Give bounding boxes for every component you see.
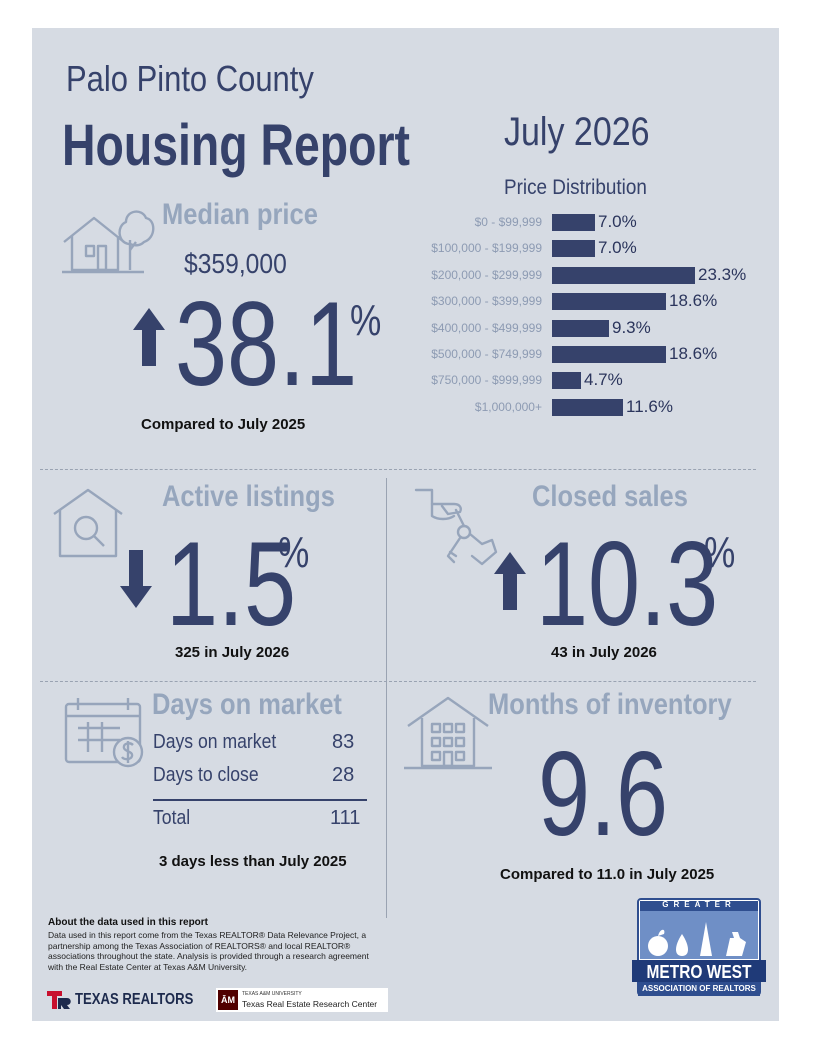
closed-sales-change: 10.3 xyxy=(536,517,719,651)
price-bucket-value: 23.3% xyxy=(698,264,747,284)
price-bucket-value: 7.0% xyxy=(598,212,637,231)
divider-middle xyxy=(40,681,756,682)
median-price-change: 38.1 xyxy=(175,277,358,411)
months-inventory-title: Months of inventory xyxy=(488,688,732,721)
price-bucket-value: 7.0% xyxy=(598,238,637,258)
texas-realtors-text: TEXAS REALTORS xyxy=(75,991,194,1008)
price-bucket-value: 4.7% xyxy=(584,370,623,390)
logo-middle-text: METRO WEST xyxy=(646,962,752,982)
house-tree-icon xyxy=(62,210,155,274)
hand-keys-icon xyxy=(414,488,498,566)
price-bucket-bar xyxy=(552,372,581,390)
arrow-down-icon xyxy=(120,550,152,608)
price-bucket-label: $300,000 - $399,999 xyxy=(431,294,542,309)
active-listings-percent: % xyxy=(278,528,310,577)
divider-top xyxy=(40,469,756,470)
logo-bottom-text: ASSOCIATION OF REALTORS xyxy=(642,984,756,993)
dom-total-line xyxy=(153,799,367,801)
report-month: July 2026 xyxy=(504,110,650,154)
closed-sales-caption: 43 in July 2026 xyxy=(551,644,657,661)
metro-west-emblem-icon xyxy=(632,898,766,996)
days-on-market-caption: 3 days less than July 2025 xyxy=(159,853,347,870)
house-search-icon xyxy=(53,488,123,558)
arrow-up-icon xyxy=(494,552,526,610)
price-bucket-label: $200,000 - $299,999 xyxy=(431,267,542,282)
dom-total-value: 111 xyxy=(330,807,361,829)
price-bucket-value: 11.6% xyxy=(626,396,673,416)
price-bucket-value: 18.6% xyxy=(669,291,718,311)
dom-row-label-1: Days on market xyxy=(153,731,277,753)
price-bucket-bar xyxy=(552,398,623,416)
price-bucket-label: $100,000 - $199,999 xyxy=(431,241,542,256)
report-title: Housing Report xyxy=(62,113,410,178)
median-price-compare: Compared to July 2025 xyxy=(141,416,306,433)
tamu-mark-icon: ĀM xyxy=(218,990,238,1010)
logo-top-text: GREATER xyxy=(662,900,736,909)
price-bucket-label: $400,000 - $499,999 xyxy=(431,320,542,335)
texas-realtors-mark-icon xyxy=(47,991,71,1009)
price-bucket-bar xyxy=(552,214,595,231)
calendar-dollar-icon xyxy=(64,698,144,768)
tamu-center-text: Texas Real Estate Research Center xyxy=(242,999,378,1009)
price-bucket-bar xyxy=(552,266,695,284)
tamu-research-logo: ĀM TEXAS A&M UNIVERSITY Texas Real Estat… xyxy=(216,988,388,1012)
price-bucket-value: 9.3% xyxy=(612,317,651,337)
median-price-value: $359,000 xyxy=(184,248,287,279)
closed-sales-percent: % xyxy=(704,528,736,577)
about-text: Data used in this report come from the T… xyxy=(48,930,369,972)
county-name: Palo Pinto County xyxy=(66,58,314,99)
divider-vertical xyxy=(386,478,387,918)
price-bucket-bar xyxy=(552,240,595,258)
price-bucket-label: $1,000,000+ xyxy=(474,399,542,414)
days-on-market-title: Days on market xyxy=(152,688,342,721)
price-distribution-chart: $0 - $99,999 7.0% $100,000 - $199,999 7.0% $… xyxy=(402,212,772,424)
price-bucket-value: 18.6% xyxy=(669,344,718,363)
about-title: About the data used in this report xyxy=(48,917,209,928)
price-bucket-label: $0 - $99,999 xyxy=(474,215,542,229)
price-bucket-label: $500,000 - $749,999 xyxy=(431,347,542,361)
median-price-percent: % xyxy=(350,296,382,345)
price-bucket-label: $750,000 - $999,999 xyxy=(431,373,542,388)
price-distribution-title: Price Distribution xyxy=(504,176,647,199)
dom-row-value-1: 83 xyxy=(332,731,355,753)
report-card: Palo Pinto County Housing Report July 20… xyxy=(32,28,779,1021)
active-listings-change: 1.5 xyxy=(166,517,297,651)
price-bucket-bar xyxy=(552,346,666,363)
price-bucket-bar xyxy=(552,319,609,337)
active-listings-title: Active listings xyxy=(162,480,335,513)
active-listings-caption: 325 in July 2026 xyxy=(175,644,290,661)
months-inventory-caption: Compared to 11.0 in July 2025 xyxy=(500,866,715,883)
months-inventory-value: 9.6 xyxy=(538,727,669,861)
dom-total-label: Total xyxy=(153,807,191,829)
dom-row-value-2: 28 xyxy=(332,764,355,786)
tamu-university-text: TEXAS A&M UNIVERSITY xyxy=(242,991,302,997)
dom-row-label-2: Days to close xyxy=(153,764,259,786)
median-price-title: Median price xyxy=(162,198,318,231)
apartment-building-icon xyxy=(404,696,492,770)
metro-west-logo: GREATER METRO WEST ASSOCIATION OF REALTO… xyxy=(630,898,768,1008)
arrow-up-icon xyxy=(133,308,165,366)
price-bucket-bar xyxy=(552,293,666,311)
closed-sales-title: Closed sales xyxy=(532,480,688,513)
